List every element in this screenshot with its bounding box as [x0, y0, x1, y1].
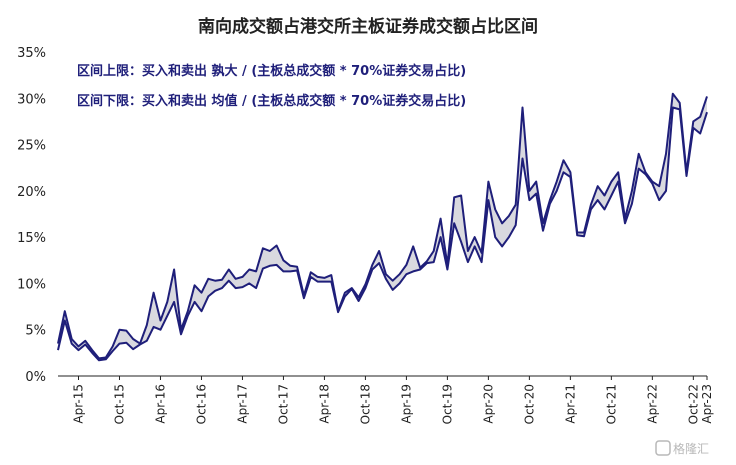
- annotation-upper-bound: 区间上限：买入和卖出 孰大 / (主板总成交额 * 70%证券交易占比): [77, 63, 466, 79]
- x-tick-label: Apr-18: [317, 384, 331, 424]
- x-tick-label: Apr-20: [481, 384, 495, 424]
- x-tick-label: Oct-17: [276, 384, 290, 424]
- x-tick-label: Apr-17: [236, 384, 250, 424]
- axis-layer: [58, 375, 708, 380]
- y-tick-label: 25%: [17, 139, 46, 154]
- y-tick-label: 35%: [17, 46, 46, 61]
- range-band-area: [58, 93, 707, 361]
- x-tick-label: Oct-21: [604, 384, 618, 424]
- y-tick-label: 30%: [17, 92, 46, 107]
- series-line-layer: [57, 92, 708, 362]
- y-tick-label-layer: 0% 5% 10% 15% 20% 25% 30% 35%: [17, 46, 46, 385]
- x-tick-label: Apr-22: [645, 384, 659, 424]
- series-line-upper: [57, 92, 708, 360]
- x-tick-label: Oct-16: [195, 384, 209, 424]
- x-tick-label: Apr-23: [700, 384, 714, 424]
- x-tick-label: Apr-19: [399, 384, 413, 424]
- x-tick-label: Oct-15: [113, 384, 127, 424]
- x-tick-label: Apr-21: [563, 384, 577, 424]
- y-tick-label: 20%: [17, 185, 46, 200]
- watermark-logo: 格隆汇: [655, 440, 709, 456]
- x-tick-label: Oct-19: [440, 384, 454, 424]
- chart-title: 南向成交额占港交所主板证券成交额占比区间: [198, 16, 538, 37]
- annotation-lower-bound: 区间下限：买入和卖出 均值 / (主板总成交额 * 70%证券交易占比): [77, 93, 466, 109]
- x-tick-label: Apr-15: [72, 384, 86, 424]
- x-tick-label: Oct-20: [522, 384, 536, 424]
- watermark-icon: [655, 440, 671, 456]
- x-tick-label: Oct-18: [358, 384, 372, 424]
- y-tick-label: 10%: [17, 277, 46, 292]
- x-tick-label-layer: Apr-15 Oct-15 Apr-16 Oct-16 Apr-17 Oct-17 Apr-…: [72, 384, 715, 424]
- x-tick-label: Apr-16: [154, 384, 168, 424]
- watermark-text: 格隆汇: [673, 441, 709, 456]
- range-band-layer: [58, 93, 707, 361]
- y-tick-label: 15%: [17, 231, 46, 246]
- x-tick-label: Oct-22: [686, 384, 700, 424]
- y-tick-label: 0%: [25, 370, 46, 385]
- y-tick-label: 5%: [25, 324, 46, 339]
- series-line-lower: [57, 106, 708, 362]
